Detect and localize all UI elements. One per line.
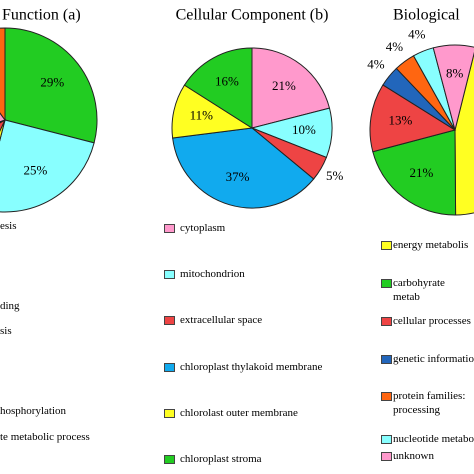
pie-slice — [251, 47, 331, 129]
legend-label: energy metabolis — [393, 239, 469, 251]
legend-swatch — [381, 241, 392, 250]
slice-label: 29% — [40, 74, 64, 89]
chart-title: Biological — [393, 7, 460, 24]
slice-label: 4% — [408, 26, 426, 41]
legend-label: unknown — [393, 450, 434, 462]
slice-label: 25% — [24, 162, 48, 177]
legend-label: chloroplast stroma — [180, 453, 262, 465]
legend-swatch — [381, 355, 392, 364]
slice-label: 37% — [226, 169, 250, 184]
legend-label: nucleotide metabo — [393, 433, 474, 445]
pie-slice — [183, 47, 253, 129]
pie-slice — [0, 118, 7, 132]
pie-slice — [172, 127, 315, 209]
slice-label: 4% — [367, 57, 385, 72]
slice-label: 21% — [410, 165, 434, 180]
legend-swatch — [381, 435, 392, 444]
slice-label: 8% — [446, 66, 464, 81]
legend-swatch — [381, 317, 392, 326]
legend-swatch — [164, 455, 175, 464]
legend-swatch — [164, 270, 175, 279]
legend-swatch — [164, 363, 175, 372]
slice-label: 21% — [272, 78, 296, 93]
legend-label: genetic informatio — [393, 353, 474, 365]
legend-label: chlorolast outer membrane — [180, 407, 298, 419]
chart-title: Cellular Component (b) — [176, 7, 329, 24]
legend-swatch — [381, 279, 392, 288]
pie-slice — [369, 84, 457, 153]
slice-label: 13% — [388, 113, 412, 128]
legend-label: sis — [0, 325, 12, 337]
slice-label: 4% — [386, 39, 404, 54]
slice-label: 10% — [292, 122, 316, 137]
legend-label: cellular processes — [393, 315, 471, 327]
legend-label: chloroplast thylakoid membrane — [180, 361, 323, 373]
legend-swatch — [164, 409, 175, 418]
pie-slice — [372, 129, 457, 216]
slice-label: 5% — [326, 168, 344, 183]
slice-label: 16% — [215, 73, 239, 88]
legend-label: ding — [0, 300, 20, 312]
pie-slice — [0, 27, 6, 122]
slice-label: 11% — [190, 108, 214, 123]
legend-swatch — [164, 316, 175, 325]
pie-slice — [432, 44, 474, 131]
legend-swatch — [164, 224, 175, 233]
pie-slice — [0, 119, 95, 213]
legend-label: mitochondrion — [180, 268, 245, 280]
legend-label: carbohyrate metab — [393, 277, 445, 303]
legend-label: protein families: processing — [393, 390, 466, 416]
pie-slice — [454, 51, 474, 216]
legend-swatch — [381, 392, 392, 401]
legend-label: cytoplasm — [180, 222, 226, 234]
legend-swatch — [381, 452, 392, 461]
pie-slice — [4, 27, 98, 144]
legend-label: te metabolic process — [0, 431, 90, 443]
legend-label: extracellular space — [180, 314, 263, 326]
chart-title: Function (a) — [2, 7, 81, 24]
legend-label: hosphorylation — [0, 405, 66, 417]
pie-slice — [0, 119, 6, 142]
legend-label: esis — [0, 220, 17, 232]
